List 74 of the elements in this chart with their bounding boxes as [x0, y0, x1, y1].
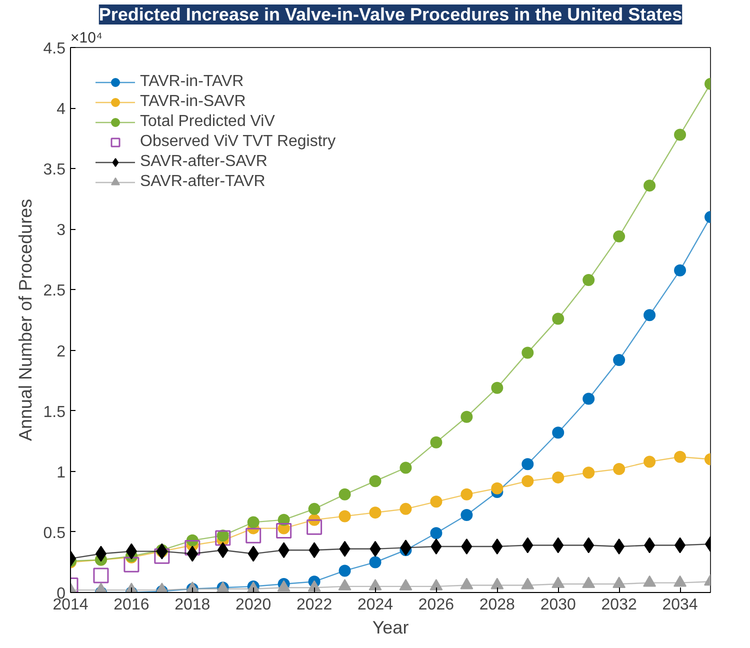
text: ×10⁴: [70, 30, 102, 46]
point: [338, 564, 351, 577]
y-tick-label: 4: [56, 101, 66, 118]
point: [276, 522, 292, 538]
y-tick-label: 1.5: [43, 404, 66, 421]
point: [674, 264, 686, 276]
point: [644, 180, 656, 192]
chart-title: Predicted Increase in Valve-in-Valve Procedures in the United States: [98, 4, 682, 24]
point: [93, 568, 109, 584]
y-tick-label: 3: [56, 222, 66, 240]
legend-label: Total Predicted ViV: [140, 113, 275, 131]
point: [582, 392, 595, 405]
point: [582, 274, 595, 286]
point: [338, 488, 351, 500]
y-axis-title: Annual Number of Procedures: [15, 198, 36, 442]
point: [674, 450, 686, 463]
point: [674, 128, 686, 141]
point: [522, 458, 534, 470]
point: [215, 530, 231, 546]
point: [308, 502, 320, 515]
point: [552, 471, 564, 484]
x-tick-label: 2018: [174, 596, 210, 614]
point: [522, 346, 534, 359]
x-tick-label: 2030: [540, 596, 576, 614]
legend-label: SAVR-after-TAVR: [140, 173, 266, 191]
point: [338, 510, 351, 522]
x-tick-label: 2032: [601, 596, 637, 614]
y-tick-label: 3.5: [43, 162, 66, 179]
y-tick-label: 4.5: [43, 40, 66, 58]
x-axis-title: Year: [372, 618, 409, 638]
point: [308, 580, 321, 592]
x-tick-label: 2024: [357, 596, 394, 614]
point: [369, 556, 382, 568]
point: [644, 456, 656, 468]
point: [644, 309, 656, 322]
point: [582, 466, 595, 479]
point: [430, 527, 442, 540]
point: [247, 516, 260, 528]
point: [613, 462, 626, 475]
point: [184, 540, 200, 556]
point: [246, 528, 262, 544]
point: [400, 462, 412, 474]
point: [552, 312, 564, 325]
point: [430, 496, 442, 508]
point: [491, 382, 504, 394]
point: [522, 475, 534, 488]
legend-label: SAVR-after-SAVR: [140, 153, 268, 171]
point: [124, 556, 140, 572]
legend-label: TAVR-in-TAVR: [140, 73, 244, 91]
x-tick-label: 2020: [236, 596, 272, 614]
y-tick-label: 2: [56, 343, 66, 360]
point: [460, 410, 473, 423]
point: [369, 506, 382, 519]
x-tick-label: 2028: [479, 596, 516, 614]
y-tick-label: 0.5: [43, 524, 66, 542]
point: [306, 519, 322, 535]
point: [613, 354, 626, 366]
point: [400, 502, 412, 515]
point: [552, 426, 564, 439]
point: [430, 436, 442, 448]
x-tick-label: 2034: [662, 596, 698, 614]
legend-label: Observed ViV TVT Registry: [140, 133, 336, 151]
point: [491, 482, 504, 494]
x-tick-label: 2016: [114, 596, 150, 614]
y-tick-label: 2.5: [43, 282, 66, 300]
point: [369, 475, 382, 488]
legend-label: TAVR-in-SAVR: [140, 93, 246, 111]
point: [460, 488, 473, 500]
x-tick-label: 2022: [296, 596, 332, 614]
point: [460, 509, 473, 521]
x-tick-label: 2026: [418, 596, 454, 614]
y-tick-label: 1: [56, 464, 66, 482]
point: [154, 548, 170, 564]
point: [613, 230, 626, 242]
